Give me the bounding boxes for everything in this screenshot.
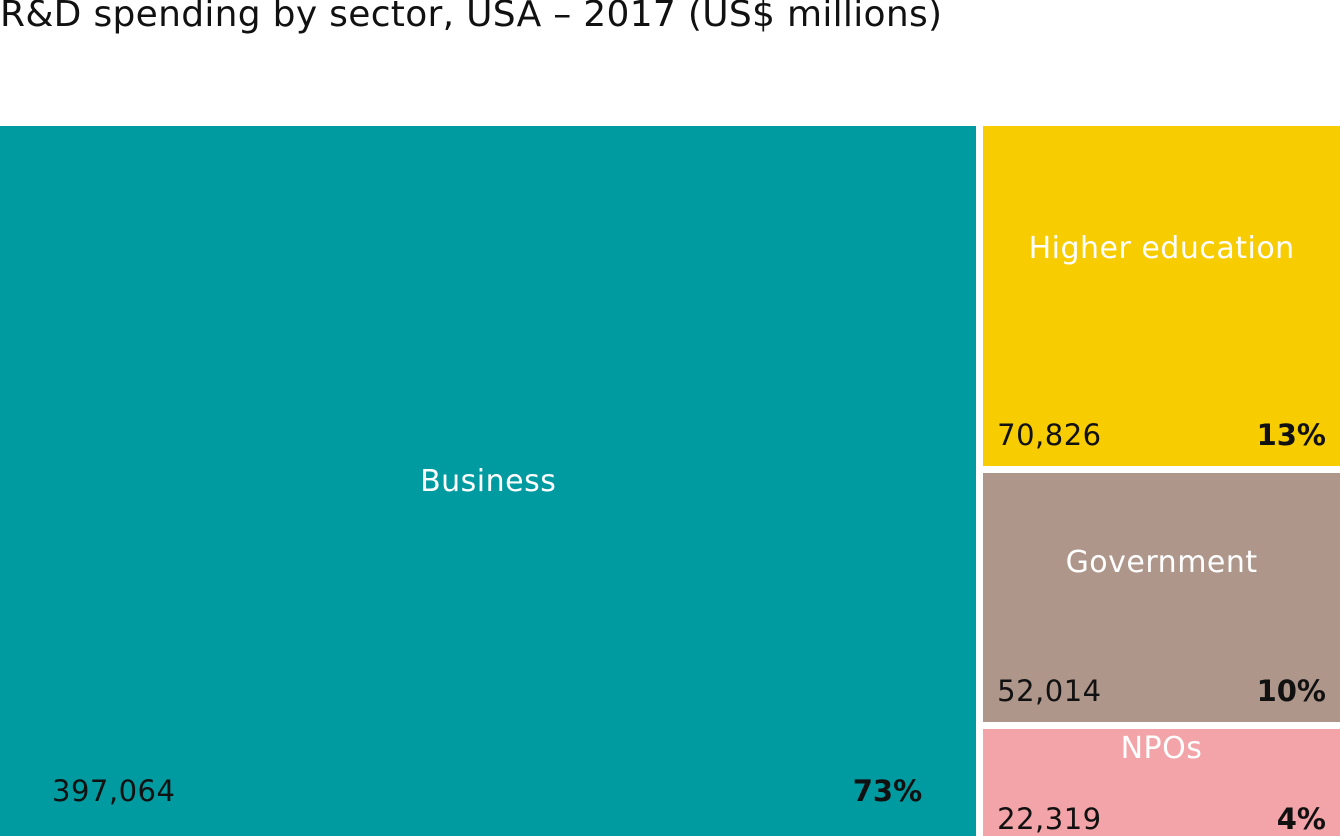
treemap-cell-government: Government 52,014 10%: [983, 472, 1340, 722]
treemap-cell-higher-education: Higher education 70,826 13%: [983, 126, 1340, 466]
sector-label-government: Government: [1065, 544, 1258, 580]
sector-percent-government: 10%: [1256, 673, 1326, 708]
sector-label-npos: NPOs: [1120, 730, 1203, 766]
sector-value-government: 52,014: [997, 673, 1102, 708]
treemap-cell-business: Business 397,064 73%: [0, 126, 977, 836]
sector-percent-business: 73%: [852, 774, 923, 808]
sector-value-business: 397,064: [52, 774, 176, 808]
sector-value-npos: 22,319: [997, 801, 1102, 836]
sector-percent-higher-education: 13%: [1256, 417, 1326, 452]
sector-value-higher-education: 70,826: [997, 417, 1102, 452]
treemap-cell-npos: NPOs 22,319 4%: [983, 728, 1340, 836]
chart-title: R&D spending by sector, USA – 2017 (US$ …: [0, 0, 943, 35]
sector-label-higher-education: Higher education: [1028, 230, 1295, 266]
sector-label-business: Business: [420, 463, 557, 499]
sector-percent-npos: 4%: [1276, 801, 1326, 836]
